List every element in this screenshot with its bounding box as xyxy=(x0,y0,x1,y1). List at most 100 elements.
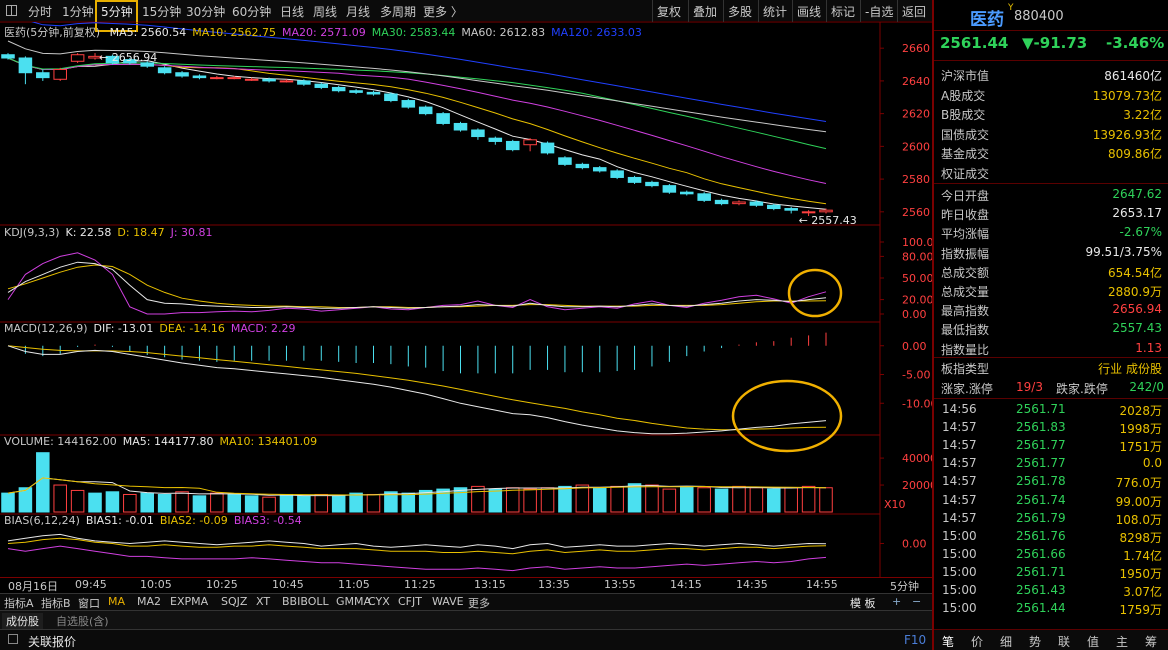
tick-price: 2561.71 xyxy=(1016,402,1066,416)
stat-value: 2656.94 xyxy=(1112,302,1162,317)
window-toggle-icon[interactable] xyxy=(6,5,17,16)
detail-tab-3[interactable]: 势 xyxy=(1029,635,1042,649)
toolbar-btn-3[interactable]: 统计 xyxy=(758,0,791,22)
period-tab-2[interactable]: 5分钟 xyxy=(101,5,133,19)
indicator-tab-4[interactable]: MA2 xyxy=(137,595,162,608)
indicator-tab-3[interactable]: MA xyxy=(108,595,126,608)
indicator-tab-7[interactable]: XT xyxy=(256,595,271,608)
detail-tab-1[interactable]: 价 xyxy=(971,635,984,649)
period-tab-0[interactable]: 分时 xyxy=(28,5,53,19)
linked-quote-label[interactable]: 关联报价 xyxy=(28,635,77,649)
indicator-tab-13[interactable]: 更多 xyxy=(468,597,490,610)
indicator-tab-11[interactable]: CFJT xyxy=(398,595,422,608)
candle xyxy=(801,211,816,214)
volume-bar xyxy=(262,496,276,513)
toolbar-btn-4[interactable]: 画线 xyxy=(792,0,825,22)
detail-tab-2[interactable]: 细 xyxy=(1000,635,1013,649)
tick-volume: 776.0万 xyxy=(1115,476,1162,491)
period-tab-9[interactable]: 多周期 xyxy=(380,5,417,19)
volume-bar xyxy=(488,488,503,513)
indicator-tab-2[interactable]: 窗口 xyxy=(78,597,100,610)
period-tab-1[interactable]: 1分钟 xyxy=(62,5,94,19)
status-bar: 关联报价 F10 xyxy=(0,629,932,650)
macd-labels-item: MACD(12,26,9) xyxy=(4,322,88,335)
tick-price: 2561.83 xyxy=(1016,420,1066,435)
tick-price: 2561.77 xyxy=(1016,456,1066,471)
candle xyxy=(819,209,833,213)
zoom-out-button[interactable]: − xyxy=(912,595,922,608)
period-tab-4[interactable]: 30分钟 xyxy=(186,5,226,19)
ma-labels-item: MA5: 2560.54 xyxy=(109,26,187,39)
candle xyxy=(645,181,659,187)
indicator-tab-10[interactable]: CYX xyxy=(368,595,390,608)
indicator-tab-5[interactable]: EXPMA xyxy=(170,595,209,608)
period-tab-6[interactable]: 日线 xyxy=(280,5,305,19)
index-flag: Y xyxy=(1008,3,1014,13)
y-tick-label: -5.00 xyxy=(902,369,930,382)
tick-volume: 2028万 xyxy=(1119,404,1162,418)
tab-watchlist[interactable]: 自选股(含) xyxy=(56,615,109,628)
annotation-circle xyxy=(731,379,843,453)
y-tick-label: 20.00 xyxy=(902,294,932,307)
indicator-tab-12[interactable]: WAVE xyxy=(432,595,464,608)
period-tab-10[interactable]: 更多 〉 xyxy=(423,5,463,19)
indicator-tab-9[interactable]: GMMA xyxy=(336,595,372,608)
toolbar-btn-0[interactable]: 复权 xyxy=(652,0,685,22)
price-change: ▼-91.73 xyxy=(1022,34,1088,52)
volume-header: VOLUME: 144162.00 MA5: 144177.80 MA10: 134… xyxy=(4,435,329,448)
tick-row: 14:57 2561.74 99.00万 xyxy=(934,492,1168,510)
time-label: 13:55 xyxy=(604,578,636,591)
detail-tab-7[interactable]: 筹 xyxy=(1145,635,1158,649)
indicator-tab-0[interactable]: 指标A xyxy=(4,597,34,610)
f10-button[interactable]: F10 xyxy=(904,633,927,647)
template-button[interactable]: 模 板 xyxy=(850,597,876,610)
toolbar-btn-5[interactable]: 标记 xyxy=(826,0,859,22)
toolbar-btn-2[interactable]: 多股 xyxy=(723,0,756,22)
period-tab-5[interactable]: 60分钟 xyxy=(232,5,272,19)
tick-time: 15:00 xyxy=(942,528,977,543)
toolbar-btn-6[interactable]: -自选 xyxy=(860,0,897,22)
index-stat-row: 昨日收盘 2653.17 xyxy=(934,204,1168,223)
stat-key: 基金成交 xyxy=(941,147,990,161)
candle xyxy=(227,77,242,80)
detail-tab-4[interactable]: 联 xyxy=(1058,635,1071,649)
stat-key: 最高指数 xyxy=(941,304,990,319)
ma-labels-item: MA20: 2571.09 xyxy=(282,26,366,39)
period-tab-7[interactable]: 周线 xyxy=(313,5,338,19)
zoom-in-button[interactable]: + xyxy=(892,595,902,608)
tab-constituents[interactable]: 成份股 xyxy=(2,613,43,629)
high-price-label: ← 2656.94 xyxy=(99,51,157,64)
y-tick-label: 2620 xyxy=(902,108,930,121)
candle xyxy=(436,113,450,124)
vol-labels-item: MA10: 134401.09 xyxy=(219,435,318,448)
kdj-line-J xyxy=(7,252,827,315)
indicator-tab-8[interactable]: BBIBOLL xyxy=(282,595,329,608)
toolbar-btn-1[interactable]: 叠加 xyxy=(688,0,721,22)
volume-bar xyxy=(401,492,416,513)
y-tick-label: 2660 xyxy=(902,42,930,55)
period-tab-3[interactable]: 15分钟 xyxy=(142,5,182,19)
macd-labels-item: DEA: -14.16 xyxy=(159,322,225,335)
detail-tab-6[interactable]: 主 xyxy=(1116,635,1129,649)
ma-labels-item: MA30: 2583.44 xyxy=(371,26,456,39)
indicator-tab-6[interactable]: SQJZ xyxy=(221,595,248,608)
toolbar-btn-7[interactable]: 返回 xyxy=(897,0,930,22)
candle xyxy=(680,191,694,195)
tick-price: 2561.79 xyxy=(1016,510,1066,525)
kline-chart[interactable]: 2660 2640 2620 2600 2580 2560 ← 2656.94 ← 2557.… xyxy=(0,11,941,577)
macd-labels-item: DIF: -13.01 xyxy=(93,322,154,335)
candle xyxy=(627,176,642,183)
tick-row: 14:57 2561.79 108.0万 xyxy=(934,510,1168,528)
stat-key: 沪深市值 xyxy=(941,69,990,83)
volume-bar xyxy=(505,487,520,513)
tick-row: 15:00 2561.71 1950万 xyxy=(934,564,1168,582)
expand-icon[interactable] xyxy=(8,634,18,644)
tick-time: 14:56 xyxy=(942,402,977,416)
detail-tab-0[interactable]: 笔 xyxy=(942,635,955,649)
volume-bar xyxy=(210,492,224,513)
period-tab-8[interactable]: 月线 xyxy=(346,5,371,19)
tick-row: 15:00 2561.66 1.74亿 xyxy=(934,546,1168,564)
detail-tab-5[interactable]: 值 xyxy=(1087,635,1100,649)
indicator-tab-1[interactable]: 指标B xyxy=(41,597,71,610)
volume-bar xyxy=(244,495,259,513)
